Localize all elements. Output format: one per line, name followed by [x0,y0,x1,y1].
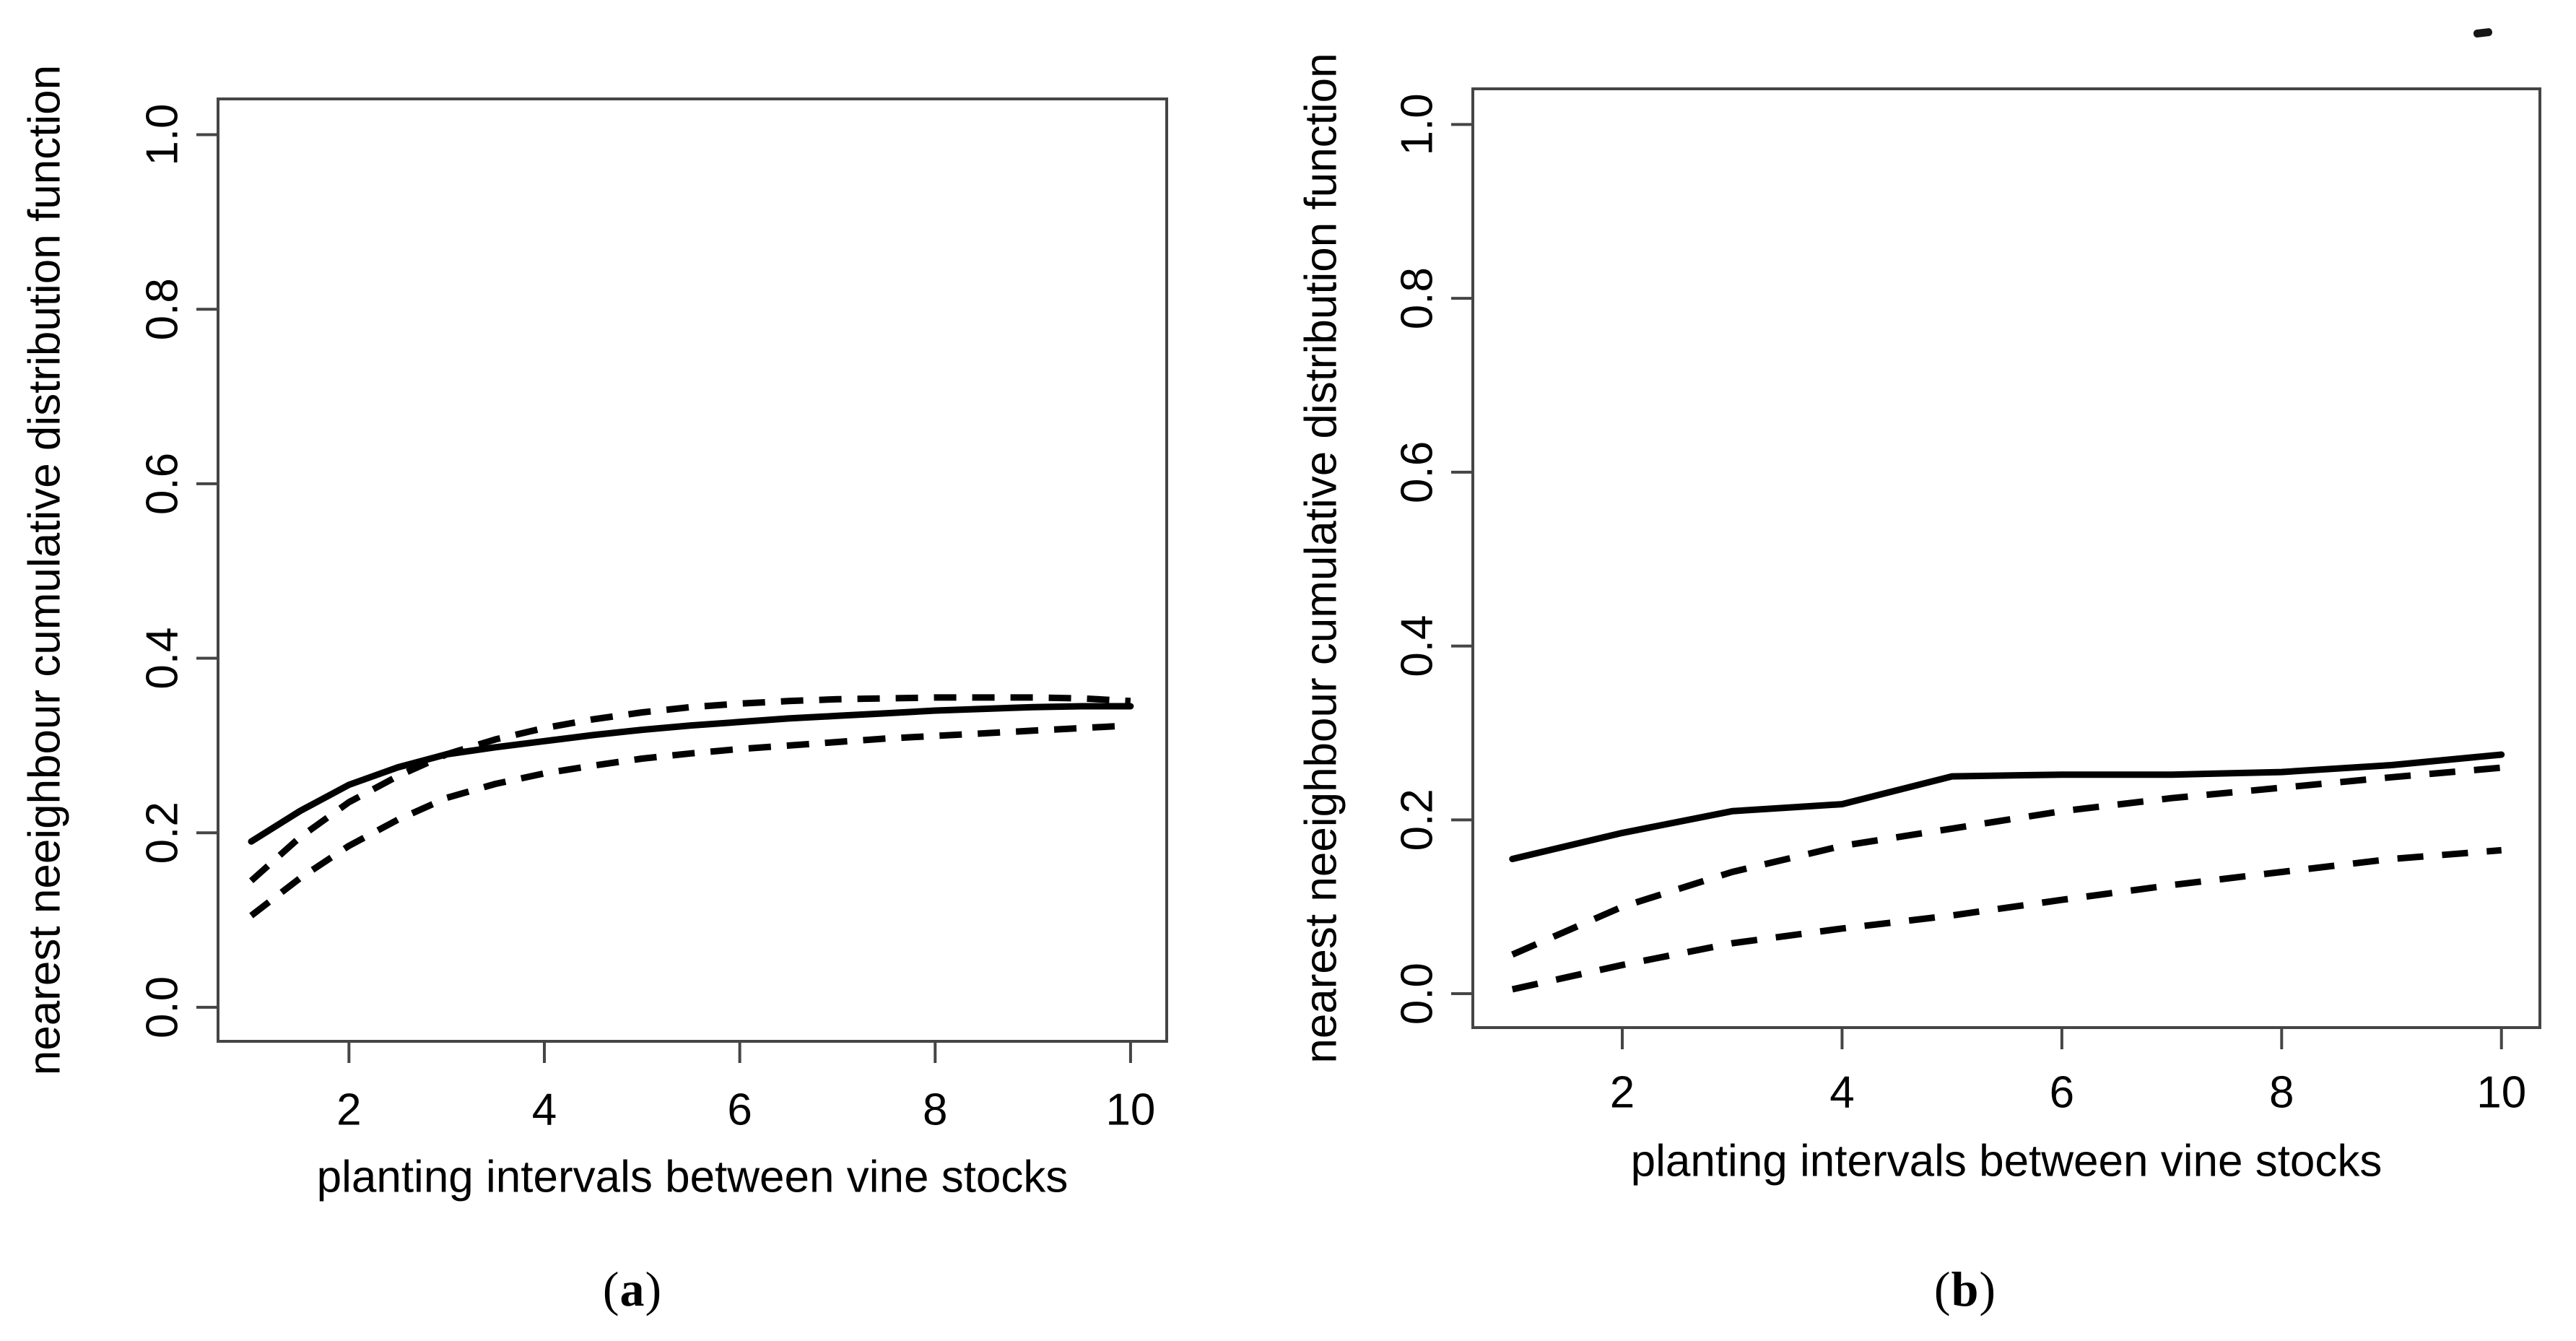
series-envelope-lower-dashed-line [1511,846,2502,993]
panel-b-chart: 0.0 0.2 0.4 0.6 0.8 1.0 2 4 6 8 10 planting interva… [1297,53,2541,1186]
caption-letter: a [619,1262,645,1316]
x-tick-label: 2 [336,1085,361,1135]
x-tick-label: 8 [2269,1068,2294,1118]
y-tick-label: 0.0 [138,976,188,1038]
y-tick-label: 0.4 [1393,615,1443,677]
y-tick-label: 1.0 [1393,93,1443,155]
caption-close-paren: ) [645,1262,663,1316]
x-tick-label: 6 [2050,1068,2074,1118]
caption-open-paren: ( [602,1262,620,1316]
caption-close-paren: ) [1979,1262,1997,1316]
x-tick-label: 4 [1829,1068,1854,1118]
y-tick-label: 0.8 [138,278,188,340]
x-tick-label: 2 [1610,1068,1635,1118]
x-tick-label: 10 [1105,1085,1155,1135]
x-tick-label: 8 [923,1085,947,1135]
x-tick-label: 6 [727,1085,752,1135]
panel-a-caption: (a) [0,1261,1265,1318]
caption-open-paren: ( [1933,1262,1951,1316]
series-envelope-upper-dashed-line [1511,764,2502,958]
series-envelope-upper-dashed-line [249,694,1131,884]
y-tick-label: 0.0 [1393,963,1443,1025]
y-tick-label: 0.6 [1393,441,1443,503]
panel-b-caption: (b) [1309,1261,2576,1318]
y-tick-label: 0.4 [138,627,188,689]
series-envelope-lower-dashed-line [249,722,1131,919]
plot-frame [217,97,1168,1043]
y-axis-label: nearest neeighbour cumulative distributi… [20,65,70,1075]
x-tick-label: 10 [2476,1068,2526,1118]
y-tick-label: 0.2 [138,802,188,864]
caption-letter: b [1951,1262,1980,1316]
y-axis-label: nearest neeighbour cumulative distributi… [1297,53,1346,1063]
series-empirical-solid-line [248,703,1134,845]
y-tick-label: 0.6 [138,453,188,515]
panel-a-chart: 0.0 0.2 0.4 0.6 0.8 1.0 2 4 6 8 10 planting interva… [20,65,1168,1202]
y-tick-label: 1.0 [138,103,188,165]
y-tick-label: 0.2 [1393,789,1443,851]
plot-frame [1471,87,2541,1029]
series-empirical-solid-line [1509,751,2505,862]
x-axis-label: planting intervals between vine stocks [1631,1137,2383,1186]
x-axis-label: planting intervals between vine stocks [317,1153,1069,1202]
x-tick-label: 4 [532,1085,557,1135]
y-tick-label: 0.8 [1393,267,1443,329]
